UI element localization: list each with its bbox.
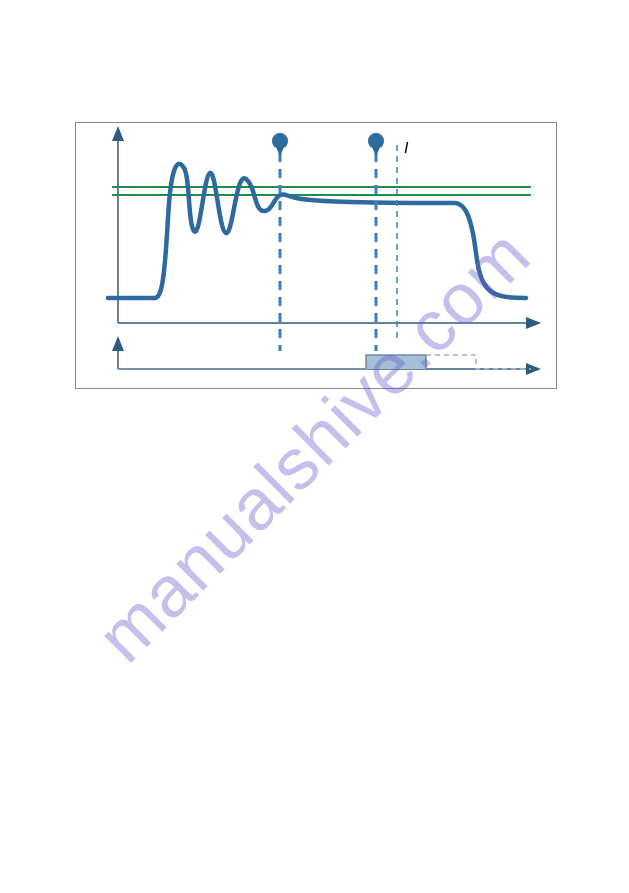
chart-container: I bbox=[75, 122, 557, 389]
balloon-marker-2 bbox=[368, 133, 384, 157]
marker-i-label: I bbox=[404, 140, 409, 157]
diagram-svg: I bbox=[76, 123, 556, 388]
timing-box bbox=[366, 355, 426, 369]
balloon-marker-1 bbox=[272, 133, 288, 157]
timing-dash-outline bbox=[426, 355, 531, 369]
signal-curve bbox=[108, 164, 526, 298]
